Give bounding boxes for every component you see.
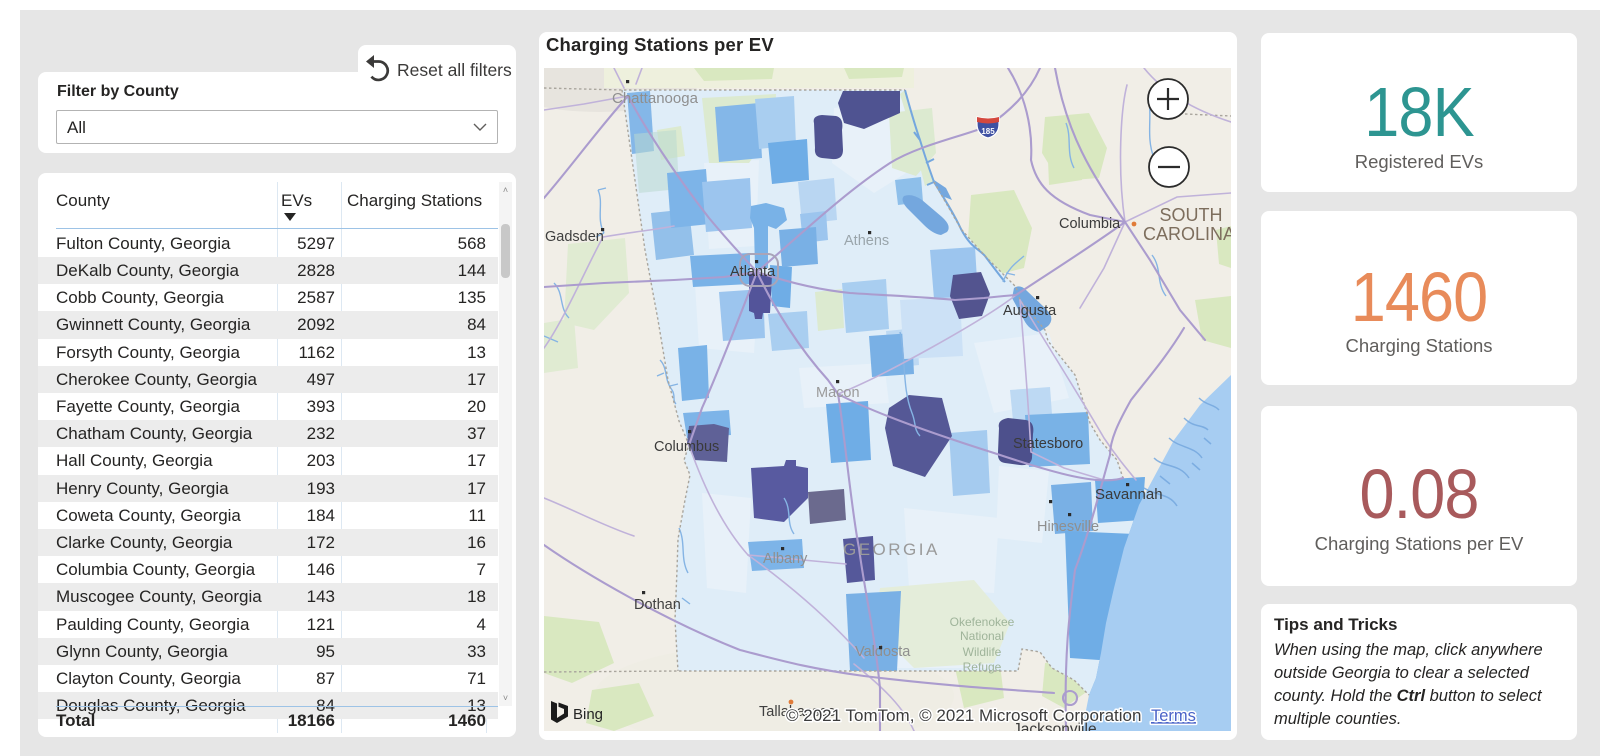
- svg-text:Dothan: Dothan: [634, 597, 681, 613]
- svg-text:Athens: Athens: [844, 233, 889, 249]
- svg-text:Wildlife: Wildlife: [963, 645, 1002, 659]
- svg-text:Statesboro: Statesboro: [1013, 436, 1083, 452]
- svg-text:Okefenokee: Okefenokee: [950, 615, 1015, 629]
- svg-text:Terms: Terms: [1151, 707, 1196, 725]
- svg-text:CAROLINA: CAROLINA: [1143, 224, 1231, 244]
- svg-text:National: National: [960, 629, 1004, 643]
- svg-text:Atlanta: Atlanta: [730, 264, 776, 280]
- svg-text:Albany: Albany: [763, 551, 808, 567]
- svg-text:Refuge: Refuge: [963, 660, 1002, 674]
- svg-text:Jacksonville: Jacksonville: [1013, 721, 1097, 731]
- svg-text:SOUTH: SOUTH: [1160, 205, 1223, 225]
- svg-text:Hinesville: Hinesville: [1037, 519, 1099, 535]
- svg-text:185: 185: [981, 127, 995, 136]
- svg-text:Columbia: Columbia: [1059, 216, 1121, 232]
- svg-text:Gadsden: Gadsden: [545, 229, 604, 245]
- svg-text:Savannah: Savannah: [1095, 486, 1163, 503]
- svg-text:Chattanooga: Chattanooga: [612, 90, 699, 107]
- svg-text:Augusta: Augusta: [1003, 303, 1057, 319]
- svg-text:Bing: Bing: [573, 706, 603, 723]
- svg-text:Macon: Macon: [816, 385, 860, 401]
- svg-text:Tallahassee: Tallahassee: [759, 704, 836, 720]
- svg-text:Valdosta: Valdosta: [855, 644, 911, 660]
- svg-text:© 2021 TomTom, © 2021 Microsof: © 2021 TomTom, © 2021 Microsoft Corporat…: [786, 706, 1141, 725]
- svg-text:Columbus: Columbus: [654, 439, 719, 455]
- svg-text:GEORGIA: GEORGIA: [843, 540, 940, 559]
